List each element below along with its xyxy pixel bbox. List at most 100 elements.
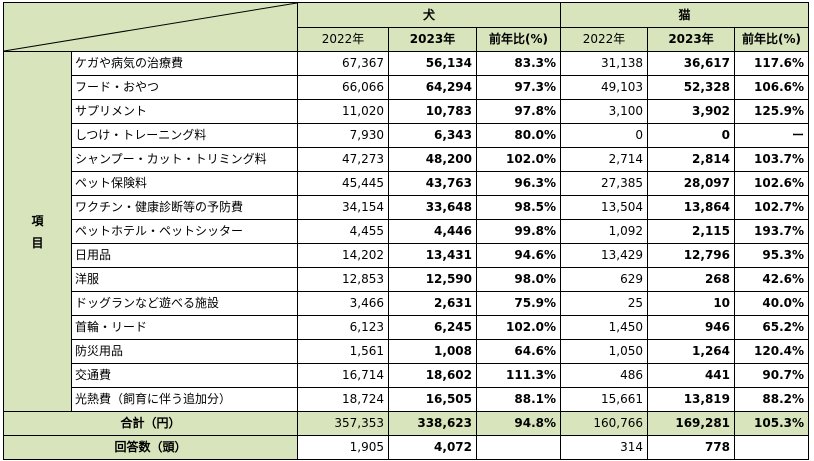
item-name: フード・おやつ: [71, 75, 298, 100]
cat-yoy-value: 88.2%: [734, 387, 810, 412]
dog-2023-value: 16,505: [388, 387, 477, 412]
dog-yoy-value: 96.3%: [475, 171, 562, 196]
dog-2023-value: 18,602: [388, 363, 477, 388]
cat-2023-value: 12,796: [647, 243, 736, 268]
dog-yoy-value: 75.9%: [475, 291, 562, 316]
item-name: サプリメント: [71, 99, 298, 124]
dog-2022-header: 2022年: [297, 27, 389, 52]
cat-2022-value: 13,504: [560, 195, 649, 220]
cat-2022-value: 2,714: [560, 147, 649, 172]
table-row: ワクチン・健康診断等の予防費 34,154 33,648 98.5% 13,504 13,…: [4, 195, 810, 220]
item-name: ワクチン・健康診断等の予防費: [71, 195, 298, 220]
cat-yoy-header: 前年比(%): [734, 27, 810, 52]
dog-2022-value: 47,273: [297, 147, 389, 172]
pet-expense-table: 犬 猫 2022年 2023年 前年比(%) 2022年 2023年 前年比(%…: [3, 2, 810, 460]
dog-2023-value: 1,008: [388, 339, 477, 364]
cat-yoy-value: 65.2%: [734, 315, 810, 340]
cat-2022-value: 31,138: [560, 51, 649, 76]
cat-yoy-value: 117.6%: [734, 51, 810, 76]
cat-2022-value: 3,100: [560, 99, 649, 124]
cat-2022-value: 486: [560, 363, 649, 388]
dog-2023-value: 10,783: [388, 99, 477, 124]
table-row: 防災用品 1,561 1,008 64.6% 1,050 1,264 120.4%: [4, 339, 810, 364]
total-label: 合計（円）: [3, 411, 298, 436]
cat-yoy-value: 120.4%: [734, 339, 810, 364]
dog-header: 犬: [296, 2, 562, 28]
dog-2022-value: 4,455: [297, 219, 389, 244]
responses-label: 回答数（頭）: [3, 435, 298, 460]
cat-2022-value: 49,103: [560, 75, 649, 100]
dog-2022-value: 7,930: [297, 123, 389, 148]
dog-yoy-value: 102.0%: [475, 315, 562, 340]
table-row: シャンプー・カット・トリミング料 47,273 48,200 102.0% 2,714 2…: [4, 147, 810, 172]
table-row: ペット保険料 45,445 43,763 96.3% 27,385 28,097 102.6…: [4, 171, 810, 196]
cat-2023-value: 441: [647, 363, 736, 388]
responses-row: 回答数（頭） 1,905 4,072 314 778: [3, 435, 810, 460]
item-name: ケガや病気の治療費: [71, 51, 298, 76]
dog-2022-value: 1,561: [297, 339, 389, 364]
item-name: ペットホテル・ペットシッター: [71, 219, 298, 244]
category-label-char: 項: [31, 213, 44, 228]
total-row: 合計（円） 357,353 338,623 94.8% 160,766 169,281 10…: [3, 411, 810, 436]
total-cat-2023: 169,281: [647, 411, 736, 436]
item-name: 首輪・リード: [71, 315, 298, 340]
dog-2022-value: 67,367: [297, 51, 389, 76]
total-dog-yoy: 94.8%: [475, 411, 562, 436]
dog-2022-value: 11,020: [297, 99, 389, 124]
cat-yoy-value: 102.7%: [734, 195, 810, 220]
dog-2023-value: 64,294: [388, 75, 477, 100]
cat-yoy-value: 40.0%: [734, 291, 810, 316]
dog-yoy-value: 64.6%: [475, 339, 562, 364]
expense-table-container: 犬 猫 2022年 2023年 前年比(%) 2022年 2023年 前年比(%…: [3, 2, 810, 460]
dog-yoy-value: 98.5%: [475, 195, 562, 220]
dog-2022-value: 16,714: [297, 363, 389, 388]
cat-2022-value: 15,661: [560, 387, 649, 412]
dog-2022-value: 14,202: [297, 243, 389, 268]
responses-dog-2023: 4,072: [388, 435, 477, 460]
item-name: 防災用品: [71, 339, 298, 364]
item-name: しつけ・トレーニング料: [71, 123, 298, 148]
dog-yoy-value: 80.0%: [475, 123, 562, 148]
cat-2022-value: 13,429: [560, 243, 649, 268]
category-label-cell: 項目: [3, 51, 72, 412]
item-name: 交通費: [71, 363, 298, 388]
dog-yoy-value: 83.3%: [475, 51, 562, 76]
total-cat-yoy: 105.3%: [734, 411, 810, 436]
dog-2023-value: 33,648: [388, 195, 477, 220]
dog-2022-value: 45,445: [297, 171, 389, 196]
item-name: 洋服: [71, 267, 298, 292]
dog-2023-value: 12,590: [388, 267, 477, 292]
table-row: 交通費 16,714 18,602 111.3% 486 441 90.7%: [4, 363, 810, 388]
dog-2022-value: 34,154: [297, 195, 389, 220]
cat-yoy-value: 106.6%: [734, 75, 810, 100]
cat-yoy-value: 42.6%: [734, 267, 810, 292]
dog-2023-value: 43,763: [388, 171, 477, 196]
table-row: 首輪・リード 6,123 6,245 102.0% 1,450 946 65.2%: [4, 315, 810, 340]
cat-2022-value: 25: [560, 291, 649, 316]
table-row: しつけ・トレーニング料 7,930 6,343 80.0% 0 0 ー: [4, 123, 810, 148]
cat-yoy-value: 193.7%: [734, 219, 810, 244]
cat-2023-value: 946: [647, 315, 736, 340]
item-name: 日用品: [71, 243, 298, 268]
dog-2022-value: 18,724: [297, 387, 389, 412]
dog-yoy-value: 111.3%: [475, 363, 562, 388]
dog-yoy-value: 97.8%: [475, 99, 562, 124]
cat-2022-value: 1,092: [560, 219, 649, 244]
dog-2022-value: 66,066: [297, 75, 389, 100]
cat-yoy-value: 95.3%: [734, 243, 810, 268]
cat-yoy-value: 103.7%: [734, 147, 810, 172]
table-row: 項目ケガや病気の治療費 67,367 56,134 83.3% 31,138 36,617…: [3, 51, 810, 412]
cat-2023-value: 13,864: [647, 195, 736, 220]
dog-2023-header: 2023年: [388, 27, 477, 52]
dog-2022-value: 12,853: [297, 267, 389, 292]
cat-yoy-value: 90.7%: [734, 363, 810, 388]
cat-2023-value: 3,902: [647, 99, 736, 124]
dog-2023-value: 6,343: [388, 123, 477, 148]
item-name: ドッグランなど遊べる施設: [71, 291, 298, 316]
dog-2023-value: 56,134: [388, 51, 477, 76]
dog-yoy-header: 前年比(%): [475, 27, 562, 52]
dog-yoy-value: 97.3%: [475, 75, 562, 100]
dog-2023-value: 13,431: [388, 243, 477, 268]
diagonal-line: [4, 3, 297, 51]
cat-2023-value: 13,819: [647, 387, 736, 412]
